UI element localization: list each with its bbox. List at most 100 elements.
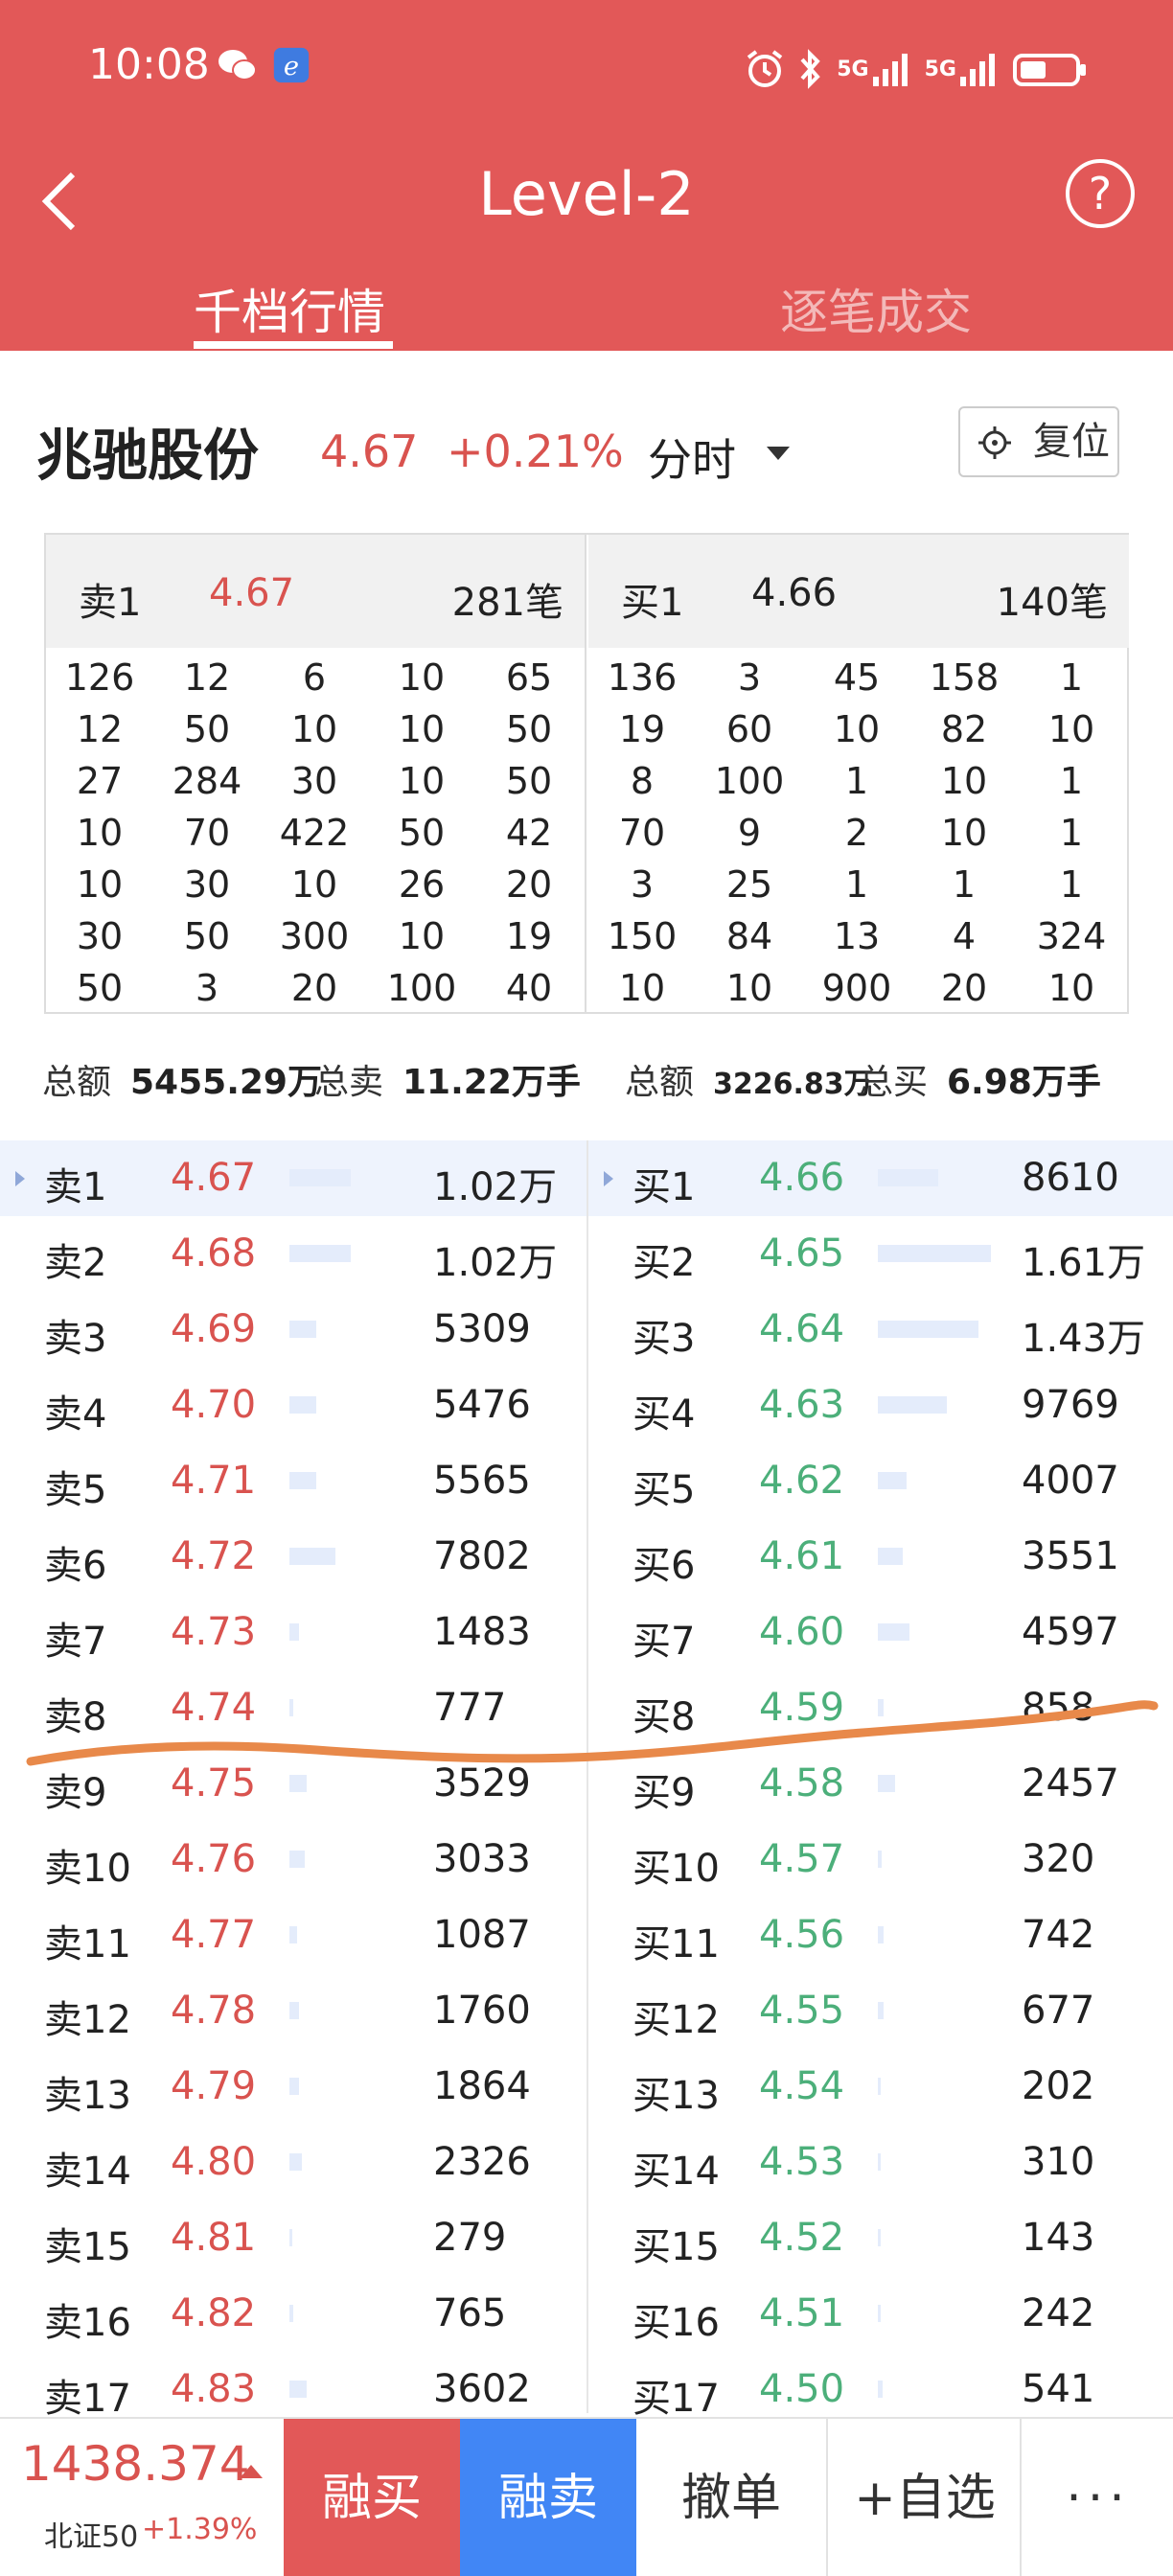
sell-level-price: 4.69 [171,1307,257,1351]
chart-mode-select[interactable]: 分时 [648,434,736,486]
buy-level-price: 4.53 [759,2140,845,2184]
depth-cell: 300 [279,915,350,957]
buy-level-name: 买13 [632,2074,720,2118]
sell-level-volume-bar [289,1396,316,1414]
more-button[interactable]: ··· [1066,2470,1131,2527]
depth-buy-label: 买1 [621,581,684,625]
index-change: +1.39% [142,2513,258,2546]
buy-level-row[interactable]: 买12 4.55 677 [588,1973,1173,2049]
sell-level-row[interactable]: 卖1 4.67 1.02万 [0,1140,586,1216]
margin-sell-button[interactable]: 融卖 [460,2419,636,2576]
sell-level-volume: 5476 [433,1383,531,1427]
browser-icon: e [273,47,310,83]
depth-buy-grid: 136 3 45 158 1 19 60 10 82 10 8 100 1 10 1 70 9 2 10 1 3 25 1 1… [588,652,1129,1014]
sell-level-price: 4.72 [171,1534,257,1578]
sell-level-price: 4.80 [171,2140,257,2184]
depth-cell: 50 [183,708,231,750]
sell-level-volume-bar [289,1245,351,1262]
crosshair-icon [978,426,1011,459]
buy-level-volume-bar [878,1623,909,1641]
sell-level-row[interactable]: 卖14 4.80 2326 [0,2125,586,2200]
index-name: 北证50 [44,2520,139,2554]
buy-level-row[interactable]: 买5 4.62 4007 [588,1443,1173,1519]
buy-level-row[interactable]: 买15 4.52 143 [588,2200,1173,2276]
sell-level-row[interactable]: 卖3 4.69 5309 [0,1292,586,1368]
sell-level-row[interactable]: 卖16 4.82 765 [0,2276,586,2352]
depth-cell: 100 [386,967,457,1009]
sell-level-row[interactable]: 卖2 4.68 1.02万 [0,1216,586,1292]
sell-level-name: 卖5 [44,1468,107,1512]
sell-level-volume: 5565 [433,1459,531,1503]
buy-level-name: 买4 [632,1392,696,1437]
depth-cell: 50 [398,812,446,854]
reset-button[interactable]: 复位 [958,406,1119,477]
sell-level-price: 4.67 [171,1156,257,1200]
buy-level-row[interactable]: 买4 4.63 9769 [588,1368,1173,1443]
depth-sell-grid: 126 12 6 10 65 12 50 10 10 50 27 284 30 10 50 10 70 422 50… [46,652,586,1014]
buy-level-row[interactable]: 买1 4.66 8610 [588,1140,1173,1216]
buy-level-volume: 320 [1022,1837,1095,1881]
depth-cell: 27 [76,760,124,802]
sell-level-row[interactable]: 卖4 4.70 5476 [0,1368,586,1443]
cancel-order-button[interactable]: 撤单 [636,2419,828,2576]
sell-level-row[interactable]: 卖12 4.78 1760 [0,1973,586,2049]
buy-level-row[interactable]: 买14 4.53 310 [588,2125,1173,2200]
buy-level-volume-bar [878,2078,881,2095]
sell-level-row[interactable]: 卖11 4.77 1087 [0,1898,586,1973]
buy-level-name: 买7 [632,1620,696,1664]
depth-cell: 40 [505,967,553,1009]
sell-level-volume-bar [289,1472,316,1489]
order-book: 卖1 4.67 1.02万 卖2 4.68 1.02万 卖3 4.69 5309 卖4 4.70 54… [0,1140,1173,2421]
buy-level-price: 4.66 [759,1156,845,1200]
buy-level-row[interactable]: 买7 4.60 4597 [588,1595,1173,1670]
tab-depth-quotes[interactable]: 千档行情 [194,285,385,340]
back-arrow-icon[interactable] [29,163,96,240]
depth-cell: 150 [607,915,678,957]
sell-level-volume-bar [289,1699,293,1716]
sell-level-row[interactable]: 卖15 4.81 279 [0,2200,586,2276]
buy-level-volume: 541 [1022,2367,1095,2411]
wechat-icon [218,50,257,80]
sell-level-row[interactable]: 卖8 4.74 777 [0,1670,586,1746]
buy-level-row[interactable]: 买8 4.59 858 [588,1670,1173,1746]
depth-sell-side: 卖1 4.67 281笔 126 12 6 10 65 12 50 10 10 50 27 284 30… [46,535,586,1012]
buy-level-row[interactable]: 买3 4.64 1.43万 [588,1292,1173,1368]
caret-down-icon[interactable] [767,447,790,460]
page-title: Level-2 [478,159,695,229]
sell-level-volume: 1864 [433,2064,531,2108]
depth-buy-header: 买1 4.66 140笔 [588,535,1129,648]
app-header: 10:08 e 5G 5G Level-2 [0,0,1173,351]
svg-text:e: e [284,52,299,81]
buy-level-row[interactable]: 买13 4.54 202 [588,2049,1173,2125]
sell-level-row[interactable]: 卖17 4.83 3602 [0,2352,586,2427]
depth-cell: 10 [618,967,666,1009]
sell-level-row[interactable]: 卖13 4.79 1864 [0,2049,586,2125]
buy-level-volume: 1.61万 [1022,1241,1146,1285]
sell-level-volume: 5309 [433,1307,531,1351]
buy-level-row[interactable]: 买2 4.65 1.61万 [588,1216,1173,1292]
depth-cell: 30 [76,915,124,957]
buy-level-row[interactable]: 买17 4.50 541 [588,2352,1173,2427]
depth-cell: 10 [398,760,446,802]
sell-level-volume-bar [289,1321,316,1338]
buy-level-row[interactable]: 买10 4.57 320 [588,1822,1173,1898]
buy-level-row[interactable]: 买16 4.51 242 [588,2276,1173,2352]
buy-level-row[interactable]: 买6 4.61 3551 [588,1519,1173,1595]
index-value[interactable]: 1438.374 [21,2436,250,2492]
buy-level-row[interactable]: 买11 4.56 742 [588,1898,1173,1973]
sell-level-row[interactable]: 卖10 4.76 3033 [0,1822,586,1898]
depth-cell: 10 [76,863,124,906]
sell-level-row[interactable]: 卖7 4.73 1483 [0,1595,586,1670]
margin-buy-button[interactable]: 融买 [284,2419,460,2576]
order-book-divider [586,1140,588,2413]
add-watchlist-button[interactable]: +自选 [830,2419,1022,2576]
help-icon[interactable]: ? [1066,159,1135,228]
sell-level-volume: 3529 [433,1761,531,1806]
tab-tick-trades[interactable]: 逐笔成交 [780,285,972,340]
buy-level-row[interactable]: 买9 4.58 2457 [588,1746,1173,1822]
sell-level-row[interactable]: 卖9 4.75 3529 [0,1746,586,1822]
sell-level-row[interactable]: 卖5 4.71 5565 [0,1443,586,1519]
sell-level-row[interactable]: 卖6 4.72 7802 [0,1519,586,1595]
reset-label: 复位 [1033,420,1110,464]
bluetooth-icon [800,49,820,89]
